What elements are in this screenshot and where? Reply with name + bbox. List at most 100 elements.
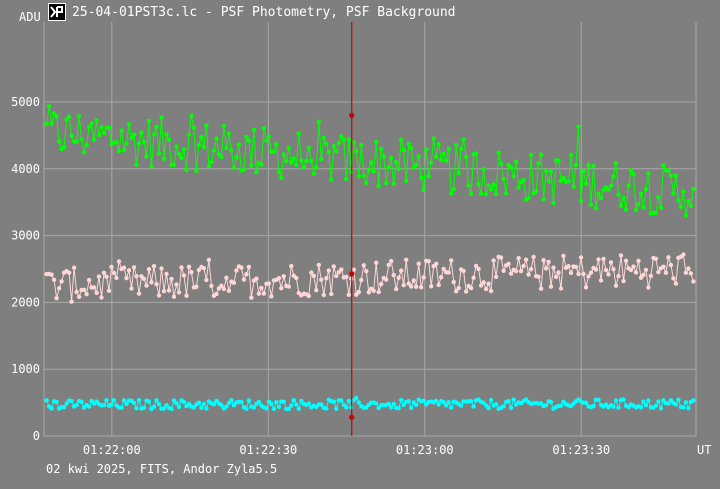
data-point bbox=[131, 132, 137, 137]
data-point bbox=[201, 145, 207, 150]
data-point bbox=[156, 293, 162, 298]
data-point bbox=[641, 399, 646, 404]
data-point bbox=[294, 402, 299, 407]
data-point bbox=[471, 404, 476, 409]
data-point bbox=[86, 404, 92, 409]
data-point bbox=[454, 142, 459, 148]
data-point bbox=[214, 291, 219, 297]
data-point bbox=[249, 295, 254, 300]
data-point bbox=[578, 198, 584, 203]
data-point bbox=[561, 175, 566, 181]
data-point bbox=[441, 266, 446, 272]
data-point bbox=[558, 286, 564, 291]
data-point bbox=[521, 177, 526, 183]
data-point bbox=[486, 406, 491, 411]
data-point bbox=[306, 401, 311, 406]
data-point bbox=[161, 156, 167, 161]
data-point bbox=[331, 399, 336, 404]
data-point bbox=[493, 274, 499, 280]
data-point bbox=[166, 288, 172, 293]
data-point bbox=[371, 169, 376, 174]
data-point bbox=[84, 292, 89, 297]
data-point bbox=[86, 125, 92, 130]
data-point bbox=[384, 277, 389, 282]
data-point bbox=[661, 264, 666, 269]
data-point bbox=[551, 265, 556, 270]
data-point bbox=[603, 267, 609, 273]
grid-layer bbox=[43, 22, 697, 437]
data-point bbox=[478, 191, 484, 196]
data-point bbox=[426, 174, 431, 179]
data-point bbox=[606, 187, 611, 192]
data-point bbox=[463, 154, 469, 160]
data-point bbox=[661, 163, 666, 168]
data-point bbox=[471, 275, 476, 280]
data-point bbox=[458, 403, 464, 408]
data-point bbox=[311, 273, 316, 279]
data-point bbox=[686, 199, 691, 204]
data-point bbox=[44, 398, 49, 403]
data-point bbox=[66, 270, 72, 275]
data-point bbox=[169, 276, 174, 282]
data-point bbox=[653, 210, 659, 215]
data-point bbox=[546, 259, 551, 265]
data-point bbox=[501, 404, 506, 409]
data-point bbox=[436, 402, 441, 407]
data-point bbox=[409, 405, 414, 411]
data-point bbox=[99, 295, 104, 300]
data-point bbox=[468, 398, 474, 404]
data-point bbox=[683, 270, 689, 275]
data-point bbox=[174, 282, 179, 287]
data-point bbox=[498, 161, 504, 167]
axis-layer: ADU UT 0 1000 2000 3000 4000 5000 01:22:00 01:2… bbox=[11, 10, 711, 457]
data-point bbox=[389, 258, 394, 264]
data-point bbox=[276, 404, 282, 410]
data-point bbox=[506, 399, 511, 404]
data-point bbox=[361, 263, 366, 268]
data-point bbox=[424, 147, 429, 152]
data-point bbox=[271, 406, 277, 411]
data-point bbox=[246, 398, 252, 403]
data-point bbox=[369, 160, 374, 165]
data-point bbox=[354, 148, 359, 153]
data-point bbox=[426, 259, 431, 264]
data-point bbox=[46, 104, 52, 109]
data-point bbox=[344, 405, 349, 410]
data-point bbox=[241, 277, 247, 282]
data-point bbox=[154, 124, 159, 129]
data-point bbox=[394, 159, 399, 165]
data-point bbox=[281, 274, 286, 279]
data-point bbox=[134, 162, 139, 167]
data-point bbox=[451, 187, 456, 192]
data-point bbox=[386, 262, 391, 268]
data-point bbox=[434, 261, 439, 266]
data-point bbox=[316, 119, 321, 125]
data-point bbox=[688, 271, 694, 276]
data-point bbox=[174, 401, 179, 406]
data-point bbox=[196, 400, 202, 405]
data-point bbox=[668, 398, 674, 403]
data-point bbox=[681, 405, 686, 410]
data-point bbox=[536, 161, 541, 166]
data-point bbox=[434, 398, 439, 404]
data-point bbox=[339, 134, 344, 139]
data-point bbox=[164, 403, 169, 408]
data-point bbox=[311, 171, 316, 176]
data-point bbox=[231, 280, 237, 285]
data-point bbox=[573, 264, 579, 270]
data-point bbox=[206, 257, 212, 263]
data-point bbox=[316, 262, 321, 268]
data-point bbox=[126, 122, 132, 127]
cursor-layer[interactable] bbox=[349, 22, 355, 436]
data-point bbox=[319, 157, 324, 162]
data-point bbox=[334, 273, 339, 279]
data-point bbox=[244, 134, 249, 140]
data-point bbox=[476, 266, 481, 272]
data-point bbox=[146, 267, 152, 272]
data-point bbox=[314, 288, 319, 293]
data-point bbox=[296, 131, 301, 136]
data-point bbox=[251, 405, 257, 410]
data-point bbox=[543, 266, 549, 271]
data-point bbox=[249, 163, 254, 168]
data-point bbox=[374, 260, 379, 265]
